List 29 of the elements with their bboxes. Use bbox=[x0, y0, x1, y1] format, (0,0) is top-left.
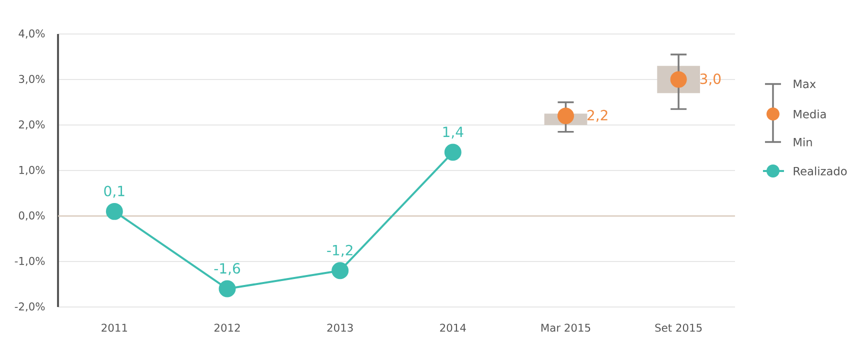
point bbox=[218, 280, 236, 298]
y-tick-label: 1,0% bbox=[19, 166, 45, 176]
y-tick-label: -1,0% bbox=[14, 256, 45, 266]
y-tick-label: 2,0% bbox=[18, 120, 45, 130]
y-tick-label: -2,0% bbox=[14, 302, 45, 312]
x-tick-label: 2011 bbox=[102, 324, 127, 332]
y-tick-label: 4,0% bbox=[18, 29, 45, 39]
point bbox=[670, 71, 687, 88]
y-tick-label: 0,0% bbox=[18, 211, 45, 221]
point bbox=[106, 202, 123, 220]
x-tick-label: 2013 bbox=[327, 324, 353, 332]
point bbox=[557, 108, 574, 124]
x-tick-label: Set 2015 bbox=[655, 324, 702, 332]
x-tick-label: 2012 bbox=[214, 324, 240, 332]
point bbox=[444, 144, 462, 161]
data-label: 2,2 bbox=[587, 110, 608, 122]
data-label: 3,0 bbox=[700, 73, 721, 86]
x-tick-label: 2014 bbox=[440, 324, 466, 332]
data-label: 1,4 bbox=[443, 126, 464, 139]
legend-label: Realizado bbox=[794, 166, 847, 176]
data-label: -1,6 bbox=[214, 263, 240, 276]
x-tick-label: Mar 2015 bbox=[541, 324, 590, 332]
text: Max bbox=[794, 80, 816, 88]
data-label: 0,1 bbox=[104, 186, 124, 198]
y-tick-label: 3,0% bbox=[19, 74, 45, 84]
text: Min bbox=[794, 138, 812, 146]
point bbox=[332, 262, 349, 280]
legend-label: Media bbox=[794, 110, 826, 118]
data-label: -1,2 bbox=[327, 244, 352, 257]
